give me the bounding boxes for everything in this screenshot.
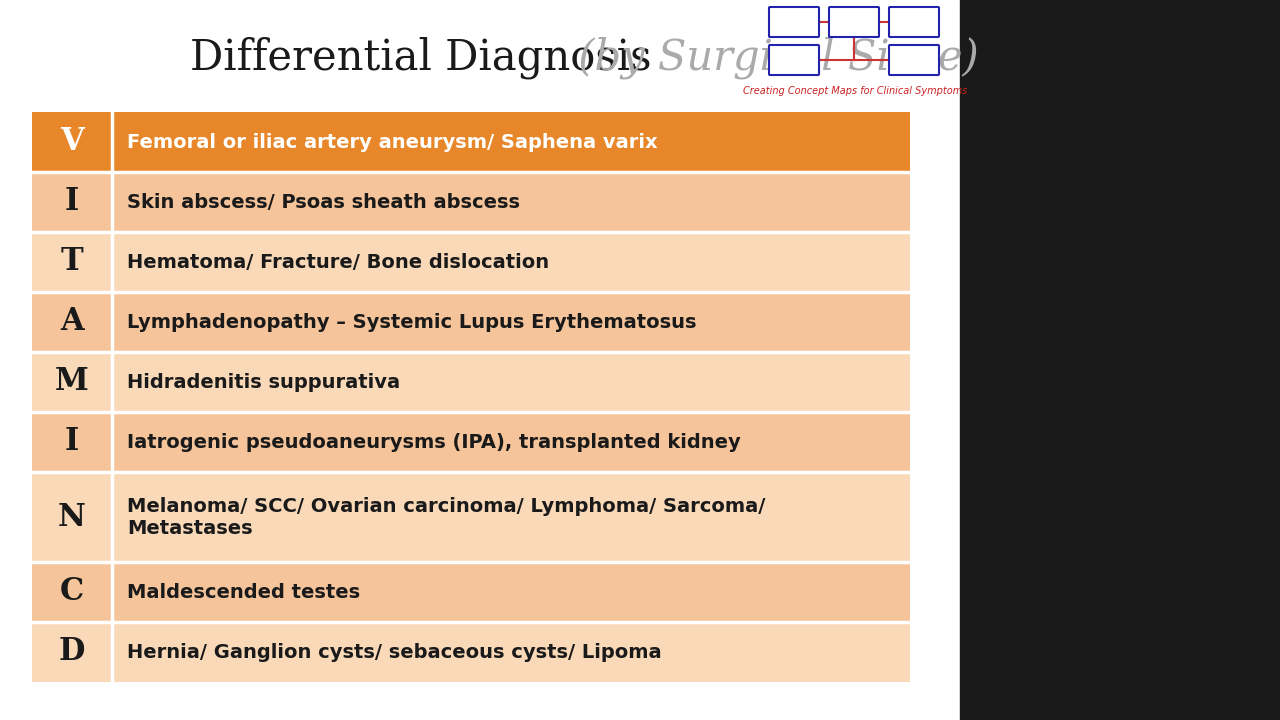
- Text: C: C: [60, 577, 84, 608]
- Text: Differential Diagnosis: Differential Diagnosis: [189, 37, 652, 79]
- FancyBboxPatch shape: [890, 45, 940, 75]
- Text: N: N: [58, 502, 86, 533]
- Text: Skin abscess/ Psoas sheath abscess: Skin abscess/ Psoas sheath abscess: [127, 192, 520, 212]
- Text: I: I: [65, 186, 79, 217]
- Bar: [32, 232, 910, 292]
- Text: D: D: [59, 636, 86, 667]
- Text: Lymphadenopathy – Systemic Lupus Erythematosus: Lymphadenopathy – Systemic Lupus Erythem…: [127, 312, 696, 331]
- Text: Maldescended testes: Maldescended testes: [127, 582, 360, 601]
- Text: Hidradenitis suppurativa: Hidradenitis suppurativa: [127, 372, 401, 392]
- Text: (by Surgical Sieve): (by Surgical Sieve): [564, 37, 979, 79]
- Text: Creating Concept Maps for Clinical Symptoms: Creating Concept Maps for Clinical Sympt…: [742, 86, 968, 96]
- Bar: [32, 622, 910, 682]
- Text: V: V: [60, 127, 84, 158]
- FancyBboxPatch shape: [829, 7, 879, 37]
- Bar: [32, 352, 910, 412]
- FancyBboxPatch shape: [890, 7, 940, 37]
- Bar: [32, 472, 910, 562]
- Text: T: T: [60, 246, 83, 277]
- Bar: [32, 172, 910, 232]
- Bar: [32, 562, 910, 622]
- FancyBboxPatch shape: [769, 45, 819, 75]
- FancyBboxPatch shape: [769, 7, 819, 37]
- Text: Hematoma/ Fracture/ Bone dislocation: Hematoma/ Fracture/ Bone dislocation: [127, 253, 549, 271]
- Bar: [32, 292, 910, 352]
- Text: A: A: [60, 307, 83, 338]
- Bar: [32, 112, 910, 172]
- Text: Melanoma/ SCC/ Ovarian carcinoma/ Lymphoma/ Sarcoma/
Metastases: Melanoma/ SCC/ Ovarian carcinoma/ Lympho…: [127, 497, 765, 538]
- Text: I: I: [65, 426, 79, 457]
- Text: Femoral or iliac artery aneurysm/ Saphena varix: Femoral or iliac artery aneurysm/ Saphen…: [127, 132, 658, 151]
- Text: Hernia/ Ganglion cysts/ sebaceous cysts/ Lipoma: Hernia/ Ganglion cysts/ sebaceous cysts/…: [127, 642, 662, 662]
- Text: Iatrogenic pseudoaneurysms (IPA), transplanted kidney: Iatrogenic pseudoaneurysms (IPA), transp…: [127, 433, 741, 451]
- Bar: [32, 412, 910, 472]
- Text: M: M: [55, 366, 88, 397]
